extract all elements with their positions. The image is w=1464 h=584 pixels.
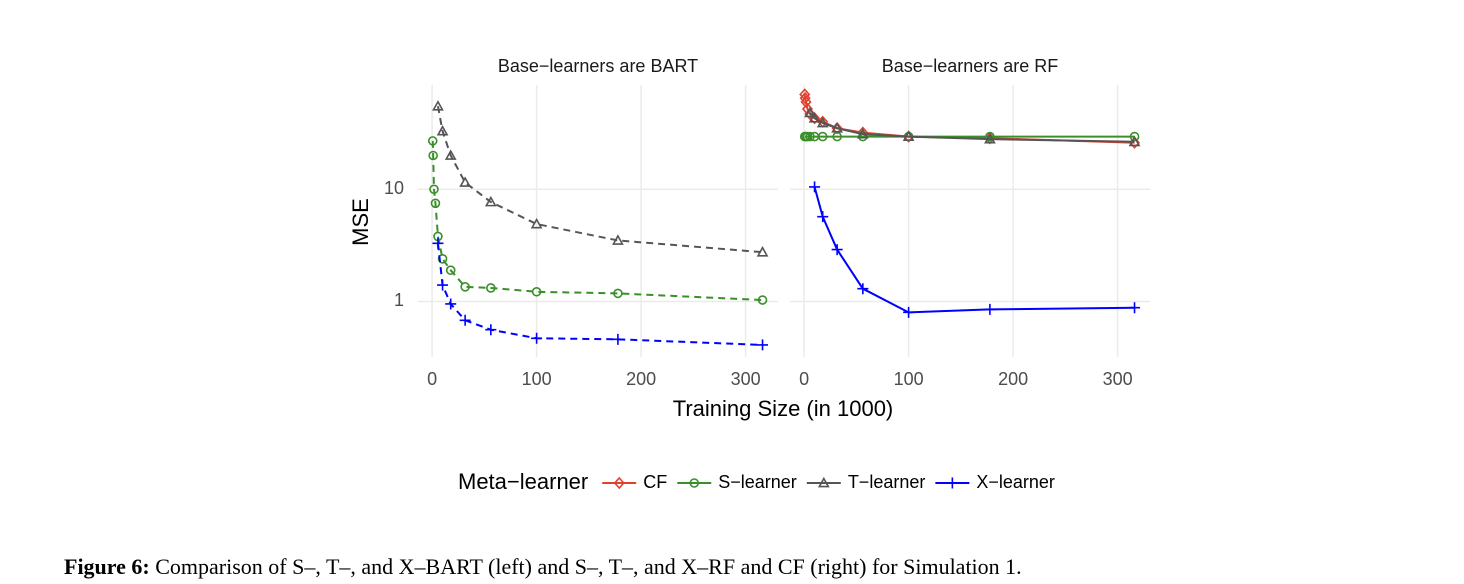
point (817, 476, 830, 488)
point (800, 95, 812, 109)
series-line (809, 112, 1135, 143)
point (613, 476, 625, 490)
panel-title: Base−learners are RF (882, 56, 1059, 76)
point (486, 283, 496, 293)
point (857, 283, 869, 295)
point (804, 106, 816, 118)
x-tick-label: 100 (894, 369, 924, 389)
point (432, 237, 444, 249)
legend-label: T−learner (848, 472, 926, 492)
x-axis-label: Training Size (in 1000) (673, 396, 894, 421)
point (531, 332, 543, 344)
point (984, 132, 996, 144)
panel-title: Base−learners are BART (498, 56, 698, 76)
point (445, 265, 456, 276)
point (612, 333, 624, 345)
point (427, 136, 438, 146)
x-tick-label: 100 (522, 369, 552, 389)
series-line (803, 94, 1135, 144)
point (430, 198, 441, 209)
series-line (436, 106, 763, 254)
x-tick-label: 300 (1103, 369, 1133, 389)
x-tick-label: 0 (427, 369, 437, 389)
x-tick-label: 300 (731, 369, 761, 389)
point (437, 254, 448, 264)
series-line (431, 140, 763, 302)
legend-label: S−learner (718, 472, 797, 492)
x-tick-label: 200 (626, 369, 656, 389)
point (946, 477, 958, 489)
caption: Figure 6: Comparison of S–, T–, and X–BA… (64, 554, 1022, 579)
point (432, 100, 444, 111)
point (484, 195, 497, 207)
point (445, 298, 457, 310)
point (831, 244, 843, 256)
point (757, 339, 769, 351)
point (1128, 135, 1141, 147)
y-tick-label: 1 (394, 290, 404, 310)
point (460, 282, 470, 292)
point (459, 176, 471, 187)
point (831, 122, 843, 133)
point (856, 128, 869, 139)
point (799, 91, 811, 105)
point (817, 131, 828, 142)
caption-text: Comparison of S–, T–, and X–BART (left) … (155, 554, 1021, 579)
legend-title: Meta−learner (458, 469, 588, 494)
point (429, 184, 439, 195)
series-line (436, 243, 763, 346)
point (436, 124, 449, 136)
point (485, 324, 497, 336)
legend-label: CF (643, 472, 667, 492)
point (531, 286, 542, 297)
point (903, 306, 915, 318)
point (612, 234, 624, 245)
point (805, 131, 815, 142)
point (530, 217, 543, 229)
y-axis-label: MSE (348, 198, 373, 246)
point (1129, 302, 1141, 314)
point (756, 246, 769, 257)
point (817, 211, 829, 223)
caption-label: Figure 6: (64, 554, 150, 579)
point (428, 150, 438, 161)
point (1129, 131, 1140, 142)
point (689, 478, 700, 488)
point (808, 112, 821, 123)
point (757, 295, 768, 305)
point (444, 149, 457, 160)
point (985, 131, 995, 142)
point (459, 314, 471, 326)
legend-label: X−learner (976, 472, 1055, 492)
point (437, 279, 449, 291)
x-tick-label: 200 (998, 369, 1028, 389)
point (902, 130, 915, 141)
point (816, 116, 829, 128)
x-tick-label: 0 (799, 369, 809, 389)
point (613, 288, 623, 299)
point (984, 303, 996, 315)
point (809, 181, 821, 193)
y-tick-label: 10 (384, 178, 404, 198)
